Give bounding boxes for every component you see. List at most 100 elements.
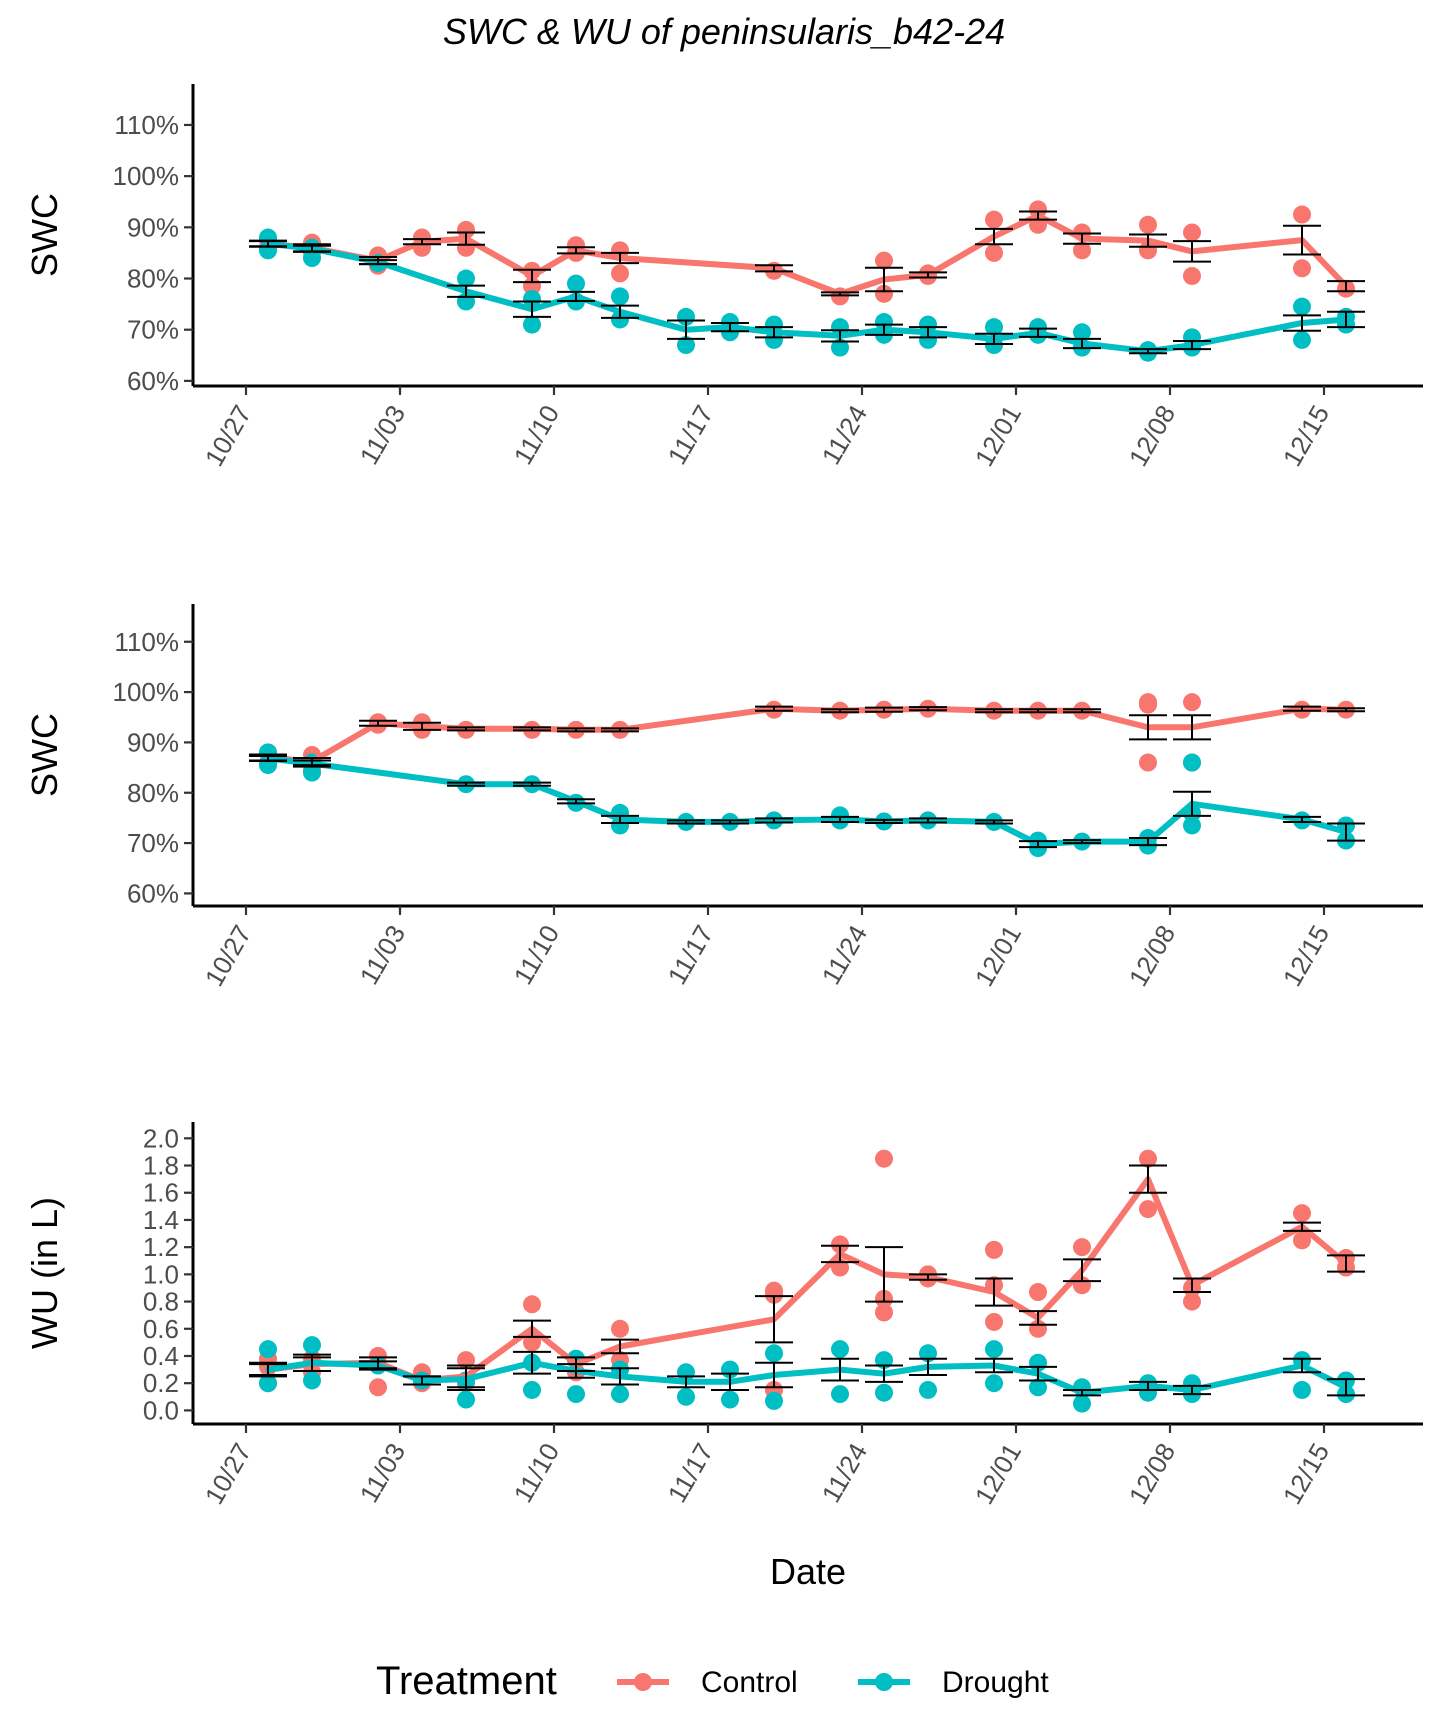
x-tick-label: 11/03 xyxy=(354,920,412,990)
x-tick-label: 11/17 xyxy=(662,920,720,990)
obs-point-control xyxy=(611,264,629,283)
legend-key-point xyxy=(634,1673,652,1691)
y-tick-label: 70% xyxy=(127,315,179,345)
obs-point-drought xyxy=(765,1391,783,1410)
obs-point-drought xyxy=(831,1340,849,1359)
error-bar-drought xyxy=(865,818,903,824)
x-tick-label: 12/01 xyxy=(969,920,1028,991)
obs-point-control xyxy=(831,1235,849,1254)
y-tick-label: 70% xyxy=(127,828,179,858)
error-bar-control xyxy=(1019,1310,1057,1326)
error-bar-drought xyxy=(975,819,1013,825)
obs-point-control xyxy=(1139,693,1157,712)
y-tick-label: 90% xyxy=(127,212,179,242)
error-bar-control xyxy=(909,1273,947,1281)
error-bar-control xyxy=(1327,280,1365,293)
y-tick-label: 0.8 xyxy=(143,1287,179,1317)
y-tick-label: 80% xyxy=(127,264,179,294)
error-bar-drought xyxy=(865,323,903,336)
x-tick-label: 12/01 xyxy=(969,1438,1028,1509)
obs-point-drought xyxy=(611,1385,629,1404)
error-bar-drought xyxy=(447,284,485,298)
obs-point-control xyxy=(1293,1231,1311,1250)
error-bar-control xyxy=(557,246,595,255)
error-bar-drought xyxy=(975,1357,1013,1374)
error-bar-control xyxy=(403,238,441,246)
obs-point-drought xyxy=(303,1336,321,1355)
legend-entry-control: Control xyxy=(617,1666,798,1699)
obs-point-control xyxy=(1183,1292,1201,1311)
x-tick-label: 11/03 xyxy=(354,400,412,470)
y-tick-label: 60% xyxy=(127,878,179,908)
error-bar-drought xyxy=(667,819,705,825)
error-bar-drought xyxy=(1063,1388,1101,1397)
x-tick-label: 11/24 xyxy=(816,400,874,470)
y-tick-label: 2.0 xyxy=(143,1123,179,1153)
obs-point-drought xyxy=(831,1385,849,1404)
legend-label: Control xyxy=(701,1666,798,1699)
y-axis-title: SWC xyxy=(24,193,65,277)
error-bar-drought xyxy=(557,290,595,303)
error-bar-control xyxy=(403,721,441,731)
y-axis-title: WU (in L) xyxy=(24,1197,65,1349)
obs-point-control xyxy=(369,1378,387,1397)
obs-point-control xyxy=(1293,205,1311,224)
obs-point-drought xyxy=(1293,297,1311,316)
error-bar-drought xyxy=(1019,327,1057,338)
error-bar-drought xyxy=(601,1367,639,1386)
panel-bottom-wu: 0.00.20.40.60.81.01.21.41.61.82.0 10/27 11… xyxy=(24,1122,1423,1592)
obs-point-control xyxy=(875,251,893,270)
obs-point-drought xyxy=(611,287,629,306)
error-bar-drought xyxy=(513,1350,551,1375)
error-bar-drought xyxy=(1129,1380,1167,1391)
obs-point-drought xyxy=(457,1390,475,1409)
obs-point-drought xyxy=(523,315,541,334)
error-bar-drought xyxy=(1019,1365,1057,1382)
obs-point-control xyxy=(1139,1149,1157,1168)
error-bar-drought xyxy=(1283,1357,1321,1374)
x-tick-label: 11/24 xyxy=(816,920,874,990)
obs-point-drought xyxy=(875,313,893,332)
x-tick-label: 11/17 xyxy=(662,400,720,470)
error-bar-drought xyxy=(447,781,485,787)
x-tick-label: 12/01 xyxy=(969,400,1028,471)
error-bar-drought xyxy=(293,244,331,253)
error-bar-drought xyxy=(1173,339,1211,351)
obs-point-drought xyxy=(765,1344,783,1363)
error-bar-control xyxy=(821,1244,859,1264)
obs-point-control xyxy=(1183,266,1201,285)
y-tick-label: 1.6 xyxy=(143,1178,179,1208)
x-tick-label: 11/10 xyxy=(508,400,566,470)
obs-point-drought xyxy=(1029,1378,1047,1397)
obs-point-drought xyxy=(1073,323,1091,342)
obs-point-drought xyxy=(919,1380,937,1399)
obs-point-drought xyxy=(567,1385,585,1404)
error-bar-control xyxy=(359,719,397,727)
x-tick-label: 11/17 xyxy=(662,1438,720,1508)
error-bar-drought xyxy=(865,1364,903,1383)
y-tick-label: 1.8 xyxy=(143,1151,179,1181)
error-bar-control xyxy=(601,727,639,733)
y-tick-label: 0.4 xyxy=(143,1341,179,1371)
obs-point-drought xyxy=(985,318,1003,337)
error-bar-drought xyxy=(909,326,947,339)
error-bar-control xyxy=(1173,240,1211,263)
obs-point-control xyxy=(1029,200,1047,219)
obs-point-drought xyxy=(985,1340,1003,1359)
obs-point-control xyxy=(1183,223,1201,242)
error-bar-drought xyxy=(293,759,331,768)
error-bar-drought xyxy=(711,1372,749,1391)
obs-point-control xyxy=(985,1312,1003,1331)
x-tick-label: 12/15 xyxy=(1277,920,1336,991)
error-bar-control xyxy=(1063,232,1101,245)
error-bar-drought xyxy=(557,1363,595,1379)
obs-point-control xyxy=(1139,753,1157,772)
error-bar-drought xyxy=(711,322,749,333)
error-bar-control xyxy=(1129,1164,1167,1194)
mean-line-drought xyxy=(265,1359,1349,1396)
error-bar-control xyxy=(1283,224,1321,256)
x-tick-label: 12/15 xyxy=(1277,1438,1336,1509)
obs-point-drought xyxy=(523,1380,541,1399)
error-bar-control xyxy=(601,251,639,265)
